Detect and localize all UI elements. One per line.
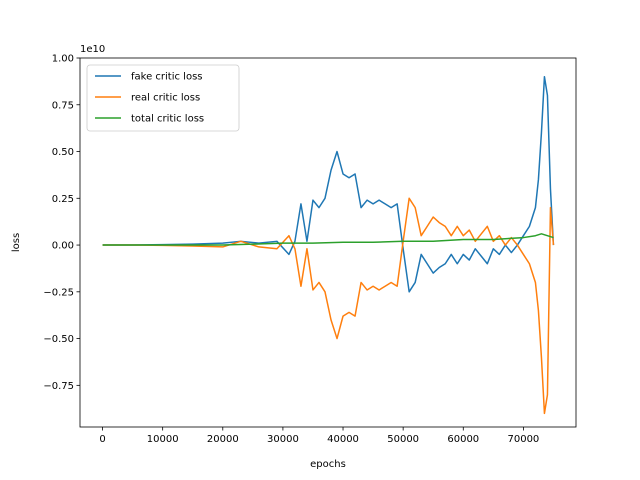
plot-area: [102, 75, 555, 415]
series-layer: [102, 75, 555, 415]
y-axis-label: loss: [11, 233, 22, 252]
x-tick-label: 10000: [147, 434, 179, 445]
y-scale-label: 1e10: [80, 44, 105, 55]
x-axis: 0 10000 20000 30000 40000 50000 60000 70000: [99, 427, 539, 445]
y-tick-label: −0.75: [43, 381, 74, 392]
x-tick-label: 0: [99, 434, 105, 445]
y-axis: 1.00 0.75 0.50 0.25 0.00 −0.25 −0.50 −0.75: [43, 54, 80, 392]
legend: fake critic loss real critic loss total cr…: [86, 64, 240, 132]
y-tick-label: 1.00: [52, 54, 74, 65]
legend-entry-label: total critic loss: [131, 114, 204, 125]
y-tick-label: 0.00: [52, 241, 74, 252]
series-line-2: [102, 233, 554, 246]
y-tick-label: 0.25: [52, 194, 74, 205]
legend-entry-label: fake critic loss: [131, 72, 203, 83]
y-tick-label: 0.75: [52, 100, 74, 111]
axes-frame: [79, 57, 577, 428]
y-tick-label: 0.50: [52, 147, 74, 158]
x-axis-label: epochs: [310, 459, 346, 470]
x-tick-label: 30000: [267, 434, 299, 445]
x-tick-label: 70000: [507, 434, 539, 445]
y-tick-label: −0.25: [43, 287, 74, 298]
legend-entry-label: real critic loss: [131, 93, 200, 104]
x-tick-label: 40000: [327, 434, 359, 445]
x-tick-label: 50000: [387, 434, 419, 445]
x-tick-label: 60000: [447, 434, 479, 445]
x-tick-label: 20000: [207, 434, 239, 445]
series-line-0: [102, 75, 555, 293]
series-line-1: [102, 197, 555, 415]
y-tick-label: −0.50: [43, 334, 74, 345]
legend-box: [86, 64, 240, 132]
